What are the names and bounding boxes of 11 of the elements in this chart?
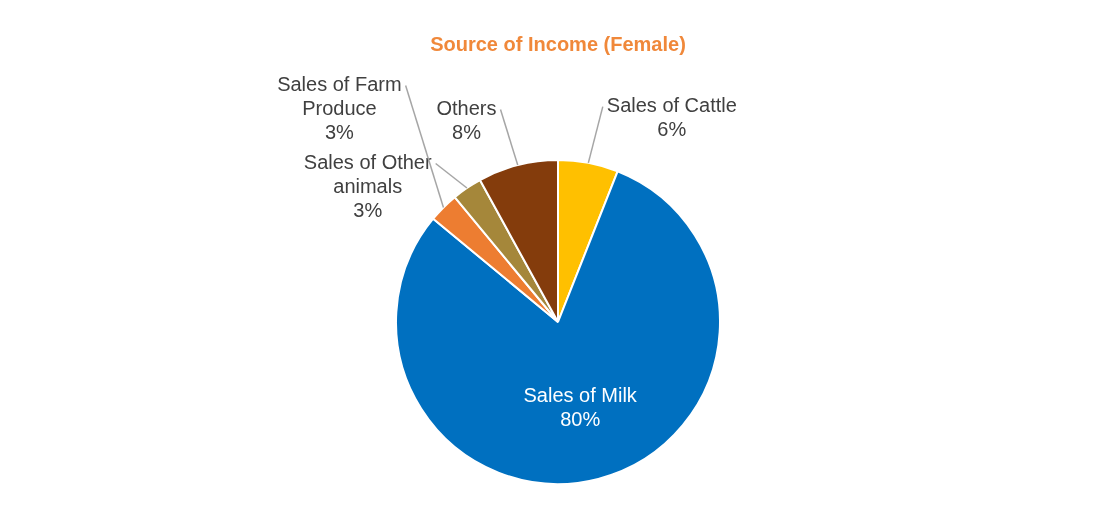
slice-label: Others: [436, 97, 497, 120]
slice-label: Sales of Cattle: [606, 94, 737, 117]
data-label: 80%: [560, 407, 601, 430]
slice-label: Sales of Milk: [523, 383, 638, 406]
data-label: 6%: [657, 118, 687, 141]
chart-title: Source of Income (Female): [430, 32, 686, 55]
data-label: 8%: [452, 121, 482, 144]
slice-label: Sales of Other animals: [303, 151, 432, 198]
data-label: 3%: [353, 199, 383, 222]
data-label: 3%: [324, 121, 355, 144]
slice-label: Sales of Farm Produce: [277, 73, 402, 120]
